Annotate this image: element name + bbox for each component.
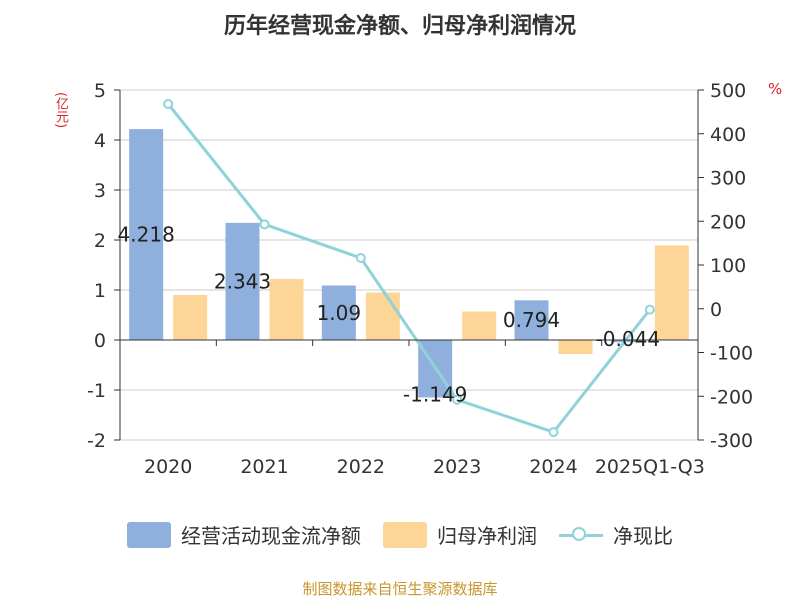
data-labels: 4.218 2.343 1.09 -1.149 0.794 -0.044 [118, 223, 661, 407]
cash-ratio-point [355, 253, 366, 263]
legend-label-net-profit: 归母净利润 [437, 524, 537, 548]
left-axis-tick-label: 2 [94, 230, 106, 252]
category-label: 2024 [529, 456, 577, 478]
right-axis-tick-label: 500 [710, 80, 746, 102]
right-axis-tick-label: 300 [710, 168, 746, 190]
cash-ratio-point [548, 427, 559, 438]
legend-swatch-net-profit [383, 521, 427, 548]
net-profit-bar [173, 295, 208, 340]
left-axis-tick-label: 0 [94, 330, 106, 352]
data-source-note: 制图数据来自恒生聚源数据库 [302, 580, 498, 598]
chart-title: 历年经营现金净额、归母净利润情况 [223, 14, 576, 39]
cashflow-bar [610, 340, 645, 343]
right-axis-tick-label: 0 [710, 299, 722, 321]
left-axis-tick-label: 4 [94, 130, 106, 152]
right-axis-tick-label: -100 [710, 343, 753, 365]
legend-label-cash-ratio: 净现比 [613, 524, 673, 548]
legend-item-cashflow[interactable]: 经营活动现金流净额 [127, 520, 361, 549]
cashflow-data-label: 0.794 [503, 308, 560, 332]
legend-item-cash-ratio[interactable]: 净现比 [559, 520, 673, 549]
cashflow-data-label: -0.044 [596, 327, 660, 351]
cashflow-data-label: 1.09 [317, 301, 362, 325]
legend-swatch-cash-ratio [559, 522, 603, 548]
left-axis-tick-label: 1 [94, 280, 106, 302]
category-label: 2022 [337, 456, 385, 478]
cashflow-data-label: -1.149 [403, 382, 467, 406]
net-profit-bar [269, 279, 304, 340]
grid-lines [120, 89, 698, 441]
cashflow-bar [514, 300, 549, 340]
right-axis-tick-label: -300 [710, 430, 753, 452]
left-axis-tick-label: 3 [94, 180, 106, 202]
net-profit-bar [558, 340, 593, 354]
right-axis-tick-label: 400 [710, 124, 746, 146]
category-label: 2025Q1-Q3 [595, 456, 705, 478]
legend-swatch-cashflow [127, 521, 171, 548]
right-axis-tick-label: -200 [710, 386, 753, 408]
net-profit-bar [462, 311, 497, 340]
cashflow-bar [321, 285, 356, 340]
cashflow-data-label: 2.343 [214, 269, 271, 293]
legend: 经营活动现金流净额 归母净利润 净现比 [0, 520, 800, 549]
right-axis-unit: % [768, 80, 783, 98]
left-axis-unit: (亿元) [53, 92, 68, 129]
cash-ratio-line [166, 103, 652, 434]
left-axis-tick-label: -2 [87, 430, 106, 452]
bar-marks [129, 129, 689, 398]
line-marks [163, 99, 655, 438]
cashflow-data-label: 4.218 [118, 223, 175, 247]
legend-label-cashflow: 经营活动现金流净额 [181, 524, 361, 548]
cash-ratio-point [163, 99, 174, 109]
right-axis-tick-label: 200 [710, 211, 746, 233]
cash-ratio-point [452, 394, 463, 405]
net-profit-bar [365, 292, 400, 340]
right-axis-tick-label: 100 [710, 255, 746, 277]
category-label: 2021 [240, 456, 288, 478]
legend-item-net-profit[interactable]: 归母净利润 [383, 520, 537, 549]
axes: 543210-1-25004003002001000-100-200-30020… [87, 80, 753, 478]
net-profit-bar [654, 245, 689, 340]
cashflow-bar [129, 129, 164, 340]
left-axis-tick-label: 5 [94, 80, 106, 102]
left-axis-tick-label: -1 [87, 380, 106, 402]
cash-ratio-point [644, 304, 655, 315]
category-label: 2020 [144, 456, 192, 478]
cash-ratio-point [259, 219, 270, 230]
cashflow-bar [225, 222, 260, 340]
category-label: 2023 [433, 456, 481, 478]
